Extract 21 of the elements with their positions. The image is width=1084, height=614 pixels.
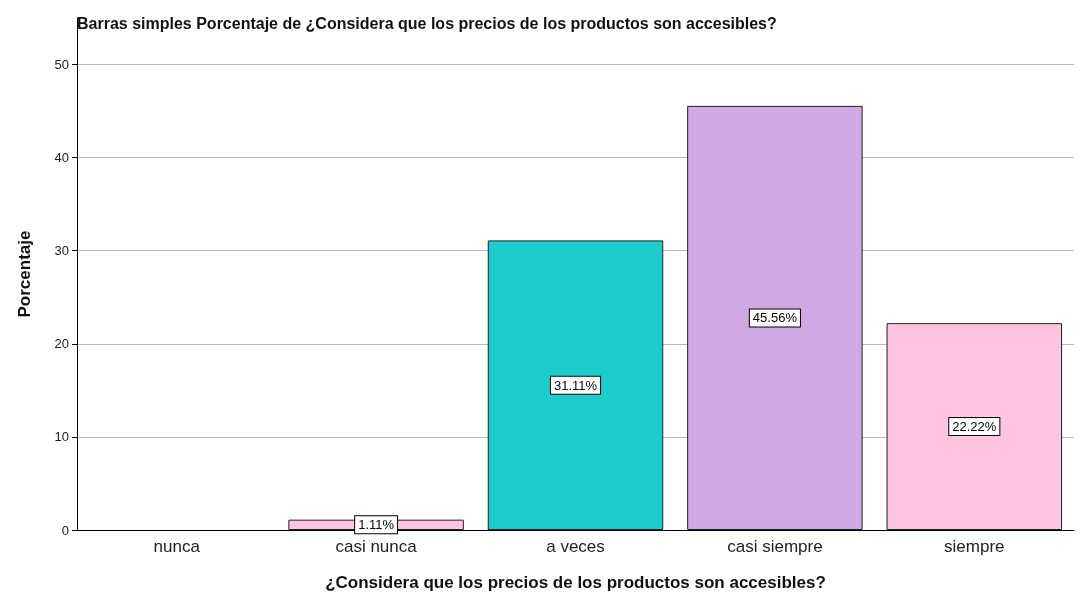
x-tick-label: siempre (944, 537, 1005, 556)
data-label: 45.56% (752, 310, 798, 326)
y-tick-label: 40 (54, 150, 69, 166)
x-tick-label: casi nunca (335, 537, 418, 556)
data-label: 22.22% (952, 419, 997, 435)
y-tick-label: 10 (54, 429, 69, 445)
y-tick-label: 50 (54, 57, 69, 73)
chart-title: Barras simples Porcentaje de ¿Considera que los precios de los productos son accesibles? (77, 14, 777, 32)
bar (886, 323, 1063, 530)
x-tick-label: nunca (153, 537, 201, 556)
y-tick-label: 20 (54, 336, 69, 352)
x-axis-title: ¿Considera que los precios de los productos son accesibles? (325, 573, 826, 592)
data-label: 31.11% (553, 377, 598, 393)
bar (487, 240, 664, 530)
x-tick-label: casi siempre (727, 537, 823, 556)
y-axis-title: Porcentaje (15, 230, 34, 318)
bar (687, 105, 863, 530)
x-tick-label: a veces (546, 537, 605, 556)
y-tick-label: 30 (54, 243, 69, 259)
data-label: 1.11% (358, 517, 395, 533)
y-tick-label: 0 (61, 522, 69, 538)
